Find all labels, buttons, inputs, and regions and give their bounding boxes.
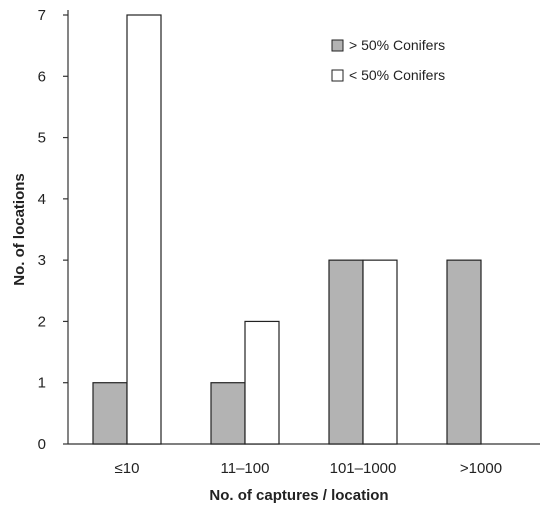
- legend-label: > 50% Conifers: [349, 37, 445, 53]
- y-tick-label: 2: [38, 313, 46, 330]
- y-tick-label: 7: [38, 7, 46, 24]
- legend-label: < 50% Conifers: [349, 67, 445, 83]
- bar-gt50-conifers: [328, 259, 364, 445]
- y-axis-title: No. of locations: [11, 173, 28, 286]
- legend: > 50% Conifers < 50% Conifers: [331, 37, 445, 83]
- y-tick-label: 0: [38, 436, 46, 453]
- bar-gt50-conifers: [446, 259, 482, 445]
- bar-lt50-conifers: [244, 320, 280, 445]
- bar-gt50-conifers: [92, 382, 128, 445]
- bar-gt50-conifers: [210, 382, 246, 445]
- y-axis: 0 1 2 3 4 5 6 7: [38, 7, 69, 453]
- x-axis: ≤10 11–100 101–1000 >1000: [68, 443, 540, 477]
- legend-swatch: [331, 69, 344, 82]
- bars: [92, 14, 482, 445]
- x-tick-label: >1000: [460, 460, 502, 477]
- y-tick-label: 3: [38, 252, 46, 269]
- x-tick-label: 11–100: [221, 460, 270, 477]
- bar-lt50-conifers: [362, 259, 398, 445]
- y-tick-label: 4: [38, 191, 46, 208]
- y-tick-label: 5: [38, 130, 46, 147]
- bar-lt50-conifers: [126, 14, 162, 445]
- y-tick-label: 6: [38, 68, 46, 85]
- y-tick-label: 1: [38, 375, 46, 392]
- legend-swatch: [331, 39, 344, 52]
- x-axis-title: No. of captures / location: [209, 487, 388, 504]
- x-tick-label: 101–1000: [330, 460, 397, 477]
- x-tick-label: ≤10: [115, 460, 140, 477]
